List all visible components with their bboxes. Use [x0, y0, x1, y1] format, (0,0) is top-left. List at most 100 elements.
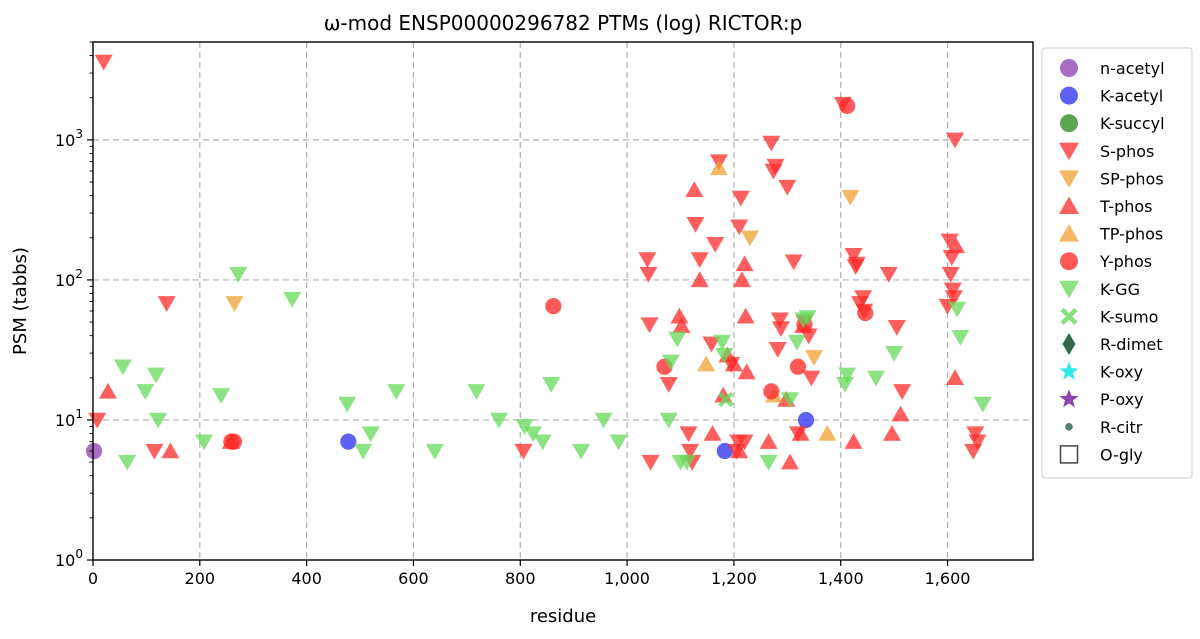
s-phos-point — [778, 179, 797, 196]
legend-marker-n-acetyl — [1060, 59, 1078, 77]
s-phos-point — [157, 296, 176, 312]
legend-marker-tp-phos — [1059, 224, 1079, 242]
k-gg-point — [524, 426, 543, 443]
legend-label-t-phos: T-phos — [1099, 197, 1153, 216]
s-phos-point — [854, 290, 873, 306]
s-phos-point — [766, 158, 785, 175]
y-tick-base: 10 — [55, 551, 75, 570]
y-tick-exponent: 1 — [75, 407, 83, 421]
y-phos-point — [545, 298, 562, 315]
k-gg-point — [609, 434, 628, 451]
t-phos-point — [98, 382, 117, 399]
k-gg-point — [338, 396, 357, 413]
chart-title: ω-mod ENSP00000296782 PTMs (log) RICTOR:… — [324, 11, 803, 35]
legend-marker-o-gly — [1059, 445, 1079, 464]
s-phos-point — [941, 266, 960, 283]
k-gg-point — [542, 377, 561, 393]
s-phos-point — [145, 443, 164, 460]
legend-label-tp-phos: TP-phos — [1099, 225, 1163, 244]
k-gg-point — [136, 384, 155, 400]
legend-label-k-succyl: K-succyl — [1100, 114, 1165, 133]
t-phos-point — [946, 369, 965, 386]
s-phos-point — [784, 254, 803, 271]
s-phos-point — [94, 54, 113, 71]
k-gg-point — [659, 412, 678, 429]
t-phos-point — [736, 307, 755, 324]
t-phos-point — [724, 355, 743, 372]
k-gg-point — [885, 345, 904, 362]
t-phos-point — [735, 255, 754, 272]
k-sumo-point — [718, 391, 734, 408]
legend-marker-s-phos — [1059, 142, 1079, 161]
k-gg-point — [113, 359, 132, 376]
y-tick-label: 102 — [55, 267, 83, 290]
s-phos-point — [706, 236, 725, 253]
k-gg-point — [533, 434, 552, 451]
x-tick-label: 1,600 — [925, 569, 971, 588]
s-phos-point — [847, 256, 866, 273]
t-phos-point — [703, 424, 722, 441]
k-gg-point — [838, 367, 857, 384]
legend-label-p-oxy: P-oxy — [1100, 390, 1144, 409]
k-gg-point — [661, 354, 680, 371]
sp-phos-point — [225, 296, 244, 312]
n-acetyl-point — [85, 442, 103, 460]
k-gg-point — [147, 367, 166, 384]
s-phos-point — [735, 434, 754, 451]
legend-marker-k-oxy — [1059, 361, 1079, 380]
y-tick-base: 10 — [55, 131, 75, 150]
legend-label-sp-phos: SP-phos — [1100, 169, 1164, 188]
legend-label-k-oxy: K-oxy — [1100, 363, 1143, 382]
legend: n-acetyl K-acetyl K-succyl S-phos SP-phos T-p… — [1041, 47, 1193, 479]
k-acetyl-point — [716, 442, 733, 460]
legend-label-k-acetyl: K-acetyl — [1100, 87, 1163, 106]
k-gg-point — [866, 370, 885, 387]
legend-marker-k-sumo — [1060, 307, 1078, 325]
x-axis: 0 200 400 600 800 1,000 1,200 1,400 1,600 — [88, 560, 971, 588]
s-phos-point — [659, 377, 678, 393]
sp-phos-point — [841, 189, 860, 206]
k-gg-point — [951, 329, 970, 346]
s-phos-point — [514, 443, 533, 460]
s-phos-point — [638, 252, 657, 269]
y-tick-label: 103 — [55, 127, 83, 150]
plot-frame — [92, 41, 1034, 561]
s-phos-point — [639, 266, 658, 283]
legend-marker-k-succyl — [1060, 114, 1078, 133]
k-acetyl-point — [797, 411, 815, 429]
k-gg-point — [668, 331, 687, 348]
y-tick-label: 101 — [55, 407, 83, 430]
t-phos-point — [780, 453, 799, 470]
x-tick-label: 400 — [291, 569, 322, 588]
legend-label-r-dimet: R-dimet — [1100, 335, 1163, 354]
tp-phos-point — [697, 355, 716, 372]
t-phos-point — [844, 433, 863, 449]
t-phos-point — [670, 307, 689, 324]
k-gg-point — [787, 334, 806, 351]
marks-layer — [85, 54, 992, 471]
t-phos-point — [732, 271, 751, 288]
k-gg-point — [948, 301, 967, 318]
t-phos-point — [672, 317, 691, 334]
s-phos-point — [893, 384, 912, 400]
y-phos-point — [763, 383, 780, 400]
t-phos-point — [759, 433, 778, 449]
t-phos-point — [730, 442, 749, 459]
k-gg-point — [973, 396, 992, 413]
k-gg-point — [212, 388, 231, 404]
s-phos-point — [771, 321, 790, 338]
s-phos-point — [640, 317, 659, 334]
k-gg-point — [715, 348, 734, 364]
s-phos-point — [730, 219, 749, 236]
k-gg-point — [467, 384, 486, 400]
t-phos-point — [690, 271, 709, 288]
y-axis-label: PSM (tabbs) — [10, 247, 31, 355]
tp-phos-point — [709, 159, 728, 176]
legend-marker-sp-phos — [1059, 170, 1079, 188]
k-gg-point — [713, 334, 732, 351]
t-phos-point — [737, 363, 756, 380]
legend-marker-t-phos — [1059, 196, 1079, 214]
legend-label-o-gly: O-gly — [1100, 445, 1143, 464]
